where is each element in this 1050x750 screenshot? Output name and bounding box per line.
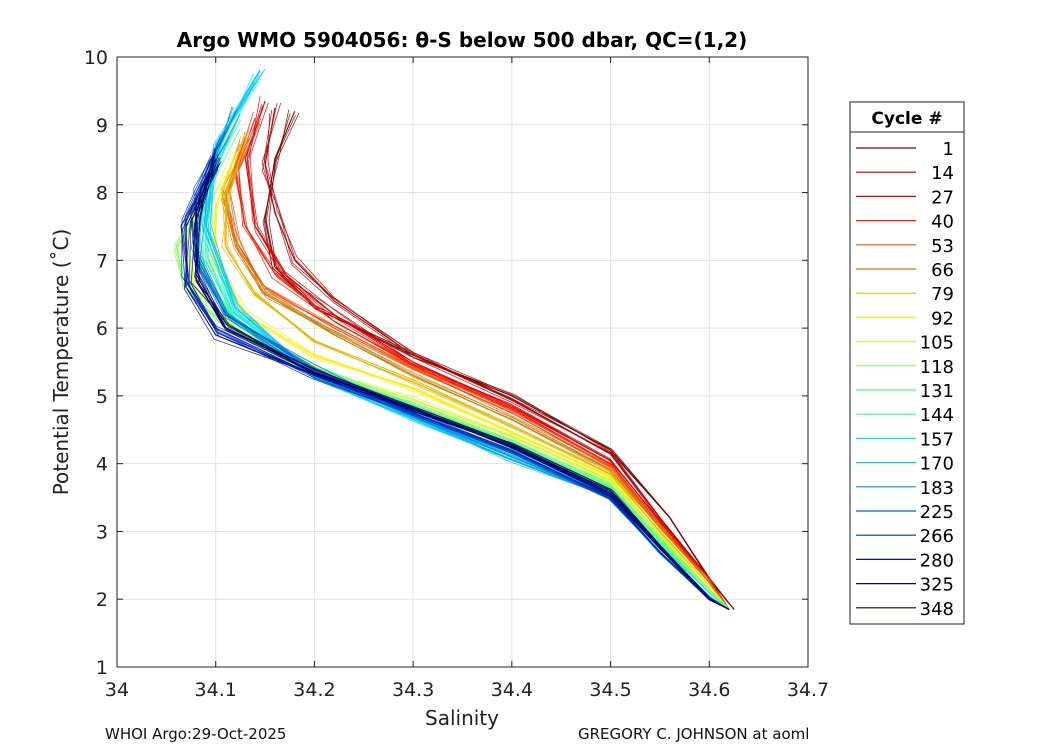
legend-entry: 144 xyxy=(856,405,954,426)
plot-area-frame xyxy=(116,56,809,668)
legend-entry: 131 xyxy=(856,381,954,402)
legend-entry: 225 xyxy=(856,502,954,523)
y-tick-label: 9 xyxy=(96,115,108,137)
legend-entry: 348 xyxy=(856,599,954,620)
x-tick-label: 34.5 xyxy=(589,679,631,701)
x-axis-label: Salinity xyxy=(425,706,499,730)
x-tick-label: 34 xyxy=(105,679,129,701)
legend-entries: 1 14 27 40 53 66 79 92 105 118 131 144 157 170 183 225 2… xyxy=(856,139,954,620)
legend-entry: 170 xyxy=(856,454,954,475)
legend-entry: 1 xyxy=(856,139,954,160)
chart-title: Argo WMO 5904056: θ-S below 500 dbar, QC… xyxy=(177,28,747,52)
footer-credit-right: GREGORY C. JOHNSON at aoml xyxy=(578,725,810,743)
legend-entry: 66 xyxy=(856,260,954,281)
legend-label: 40 xyxy=(931,212,954,233)
legend-label: 105 xyxy=(920,333,954,354)
legend-label: 157 xyxy=(920,429,954,450)
series-line-cycle-105 xyxy=(185,171,730,610)
x-tick-label: 34.1 xyxy=(195,679,237,701)
legend-entry: 53 xyxy=(856,236,954,257)
legend-label: 92 xyxy=(931,308,954,329)
legend-label: 14 xyxy=(931,163,954,184)
legend-label: 1 xyxy=(943,139,954,160)
legend-entry: 105 xyxy=(856,333,954,354)
legend-entry: 79 xyxy=(856,284,954,305)
series-line-cycle-14 xyxy=(264,107,730,610)
legend-entry: 157 xyxy=(856,429,954,450)
x-tick-label: 34.7 xyxy=(787,679,829,701)
y-tick-label: 3 xyxy=(96,521,108,543)
legend-entry: 183 xyxy=(856,478,954,499)
series-line-cycle-266-sample xyxy=(181,155,730,610)
legend-label: 27 xyxy=(931,187,954,208)
series-line-cycle-348-sample xyxy=(191,159,730,610)
x-tick-label: 34.4 xyxy=(491,679,533,701)
series-line-cycle-118 xyxy=(175,205,730,610)
x-tick-label: 34.3 xyxy=(392,679,434,701)
legend-label: 131 xyxy=(920,381,954,402)
legend-entry: 266 xyxy=(856,526,954,547)
legend-entry: 280 xyxy=(856,550,954,571)
y-tick-label: 1 xyxy=(96,657,108,679)
legend-label: 170 xyxy=(920,454,954,475)
y-tick-label: 4 xyxy=(96,454,108,476)
series-line-cycle-225-sample xyxy=(193,135,730,610)
legend-label: 266 xyxy=(920,526,954,547)
legend-entry: 92 xyxy=(856,308,954,329)
x-tick-label: 34.6 xyxy=(688,679,730,701)
axis-ticks: 34 34.1 34.2 34.3 34.4 34.5 34.6 34.71234567891… xyxy=(84,47,829,701)
series-line-cycle-225-sample xyxy=(195,135,730,610)
y-tick-label: 7 xyxy=(96,250,108,272)
legend-label: 66 xyxy=(931,260,954,281)
legend-entry: 27 xyxy=(856,187,954,208)
legend-entry: 14 xyxy=(856,163,954,184)
series-line-cycle-27 xyxy=(244,100,730,610)
y-tick-label: 2 xyxy=(96,589,108,611)
series-line-cycle-348 xyxy=(195,158,730,610)
footer-credit-left: WHOI Argo:29-Oct-2025 xyxy=(105,725,287,743)
series-cycle-79 xyxy=(221,125,730,610)
y-axis-label: Potential Temperature (˚C) xyxy=(49,229,73,496)
legend-entry: 118 xyxy=(856,357,954,378)
legend-label: 79 xyxy=(931,284,954,305)
legend-entry: 325 xyxy=(856,575,954,596)
legend-title: Cycle # xyxy=(871,109,942,129)
legend-label: 144 xyxy=(920,405,954,426)
legend-entry: 40 xyxy=(856,212,954,233)
x-tick-label: 34.2 xyxy=(293,679,335,701)
y-tick-label: 6 xyxy=(96,318,108,340)
legend-box xyxy=(849,101,965,625)
series-layer xyxy=(173,69,735,610)
series-line-cycle-27-sample xyxy=(249,102,730,610)
series-cycle-53 xyxy=(220,136,730,610)
series-cycle-66 xyxy=(221,140,730,610)
legend-label: 53 xyxy=(931,236,954,257)
series-line-cycle-105-sample xyxy=(180,176,730,610)
y-tick-label: 8 xyxy=(96,183,108,205)
series-line-cycle-66 xyxy=(225,144,730,610)
legend: Cycle # 1 14 27 40 53 66 79 92 105 118 131 144 157 17… xyxy=(849,101,965,625)
series-line-cycle-53 xyxy=(225,138,730,610)
series-cycle-348 xyxy=(190,156,730,610)
y-tick-label: 10 xyxy=(84,47,108,69)
legend-label: 225 xyxy=(920,502,954,523)
y-tick-label: 5 xyxy=(96,386,108,408)
legend-label: 118 xyxy=(920,357,954,378)
legend-label: 183 xyxy=(920,478,954,499)
legend-label: 348 xyxy=(920,599,954,620)
series-line-cycle-105-sample xyxy=(181,169,730,610)
legend-label: 280 xyxy=(920,550,954,571)
series-line-cycle-79 xyxy=(225,131,730,610)
legend-label: 325 xyxy=(920,575,954,596)
